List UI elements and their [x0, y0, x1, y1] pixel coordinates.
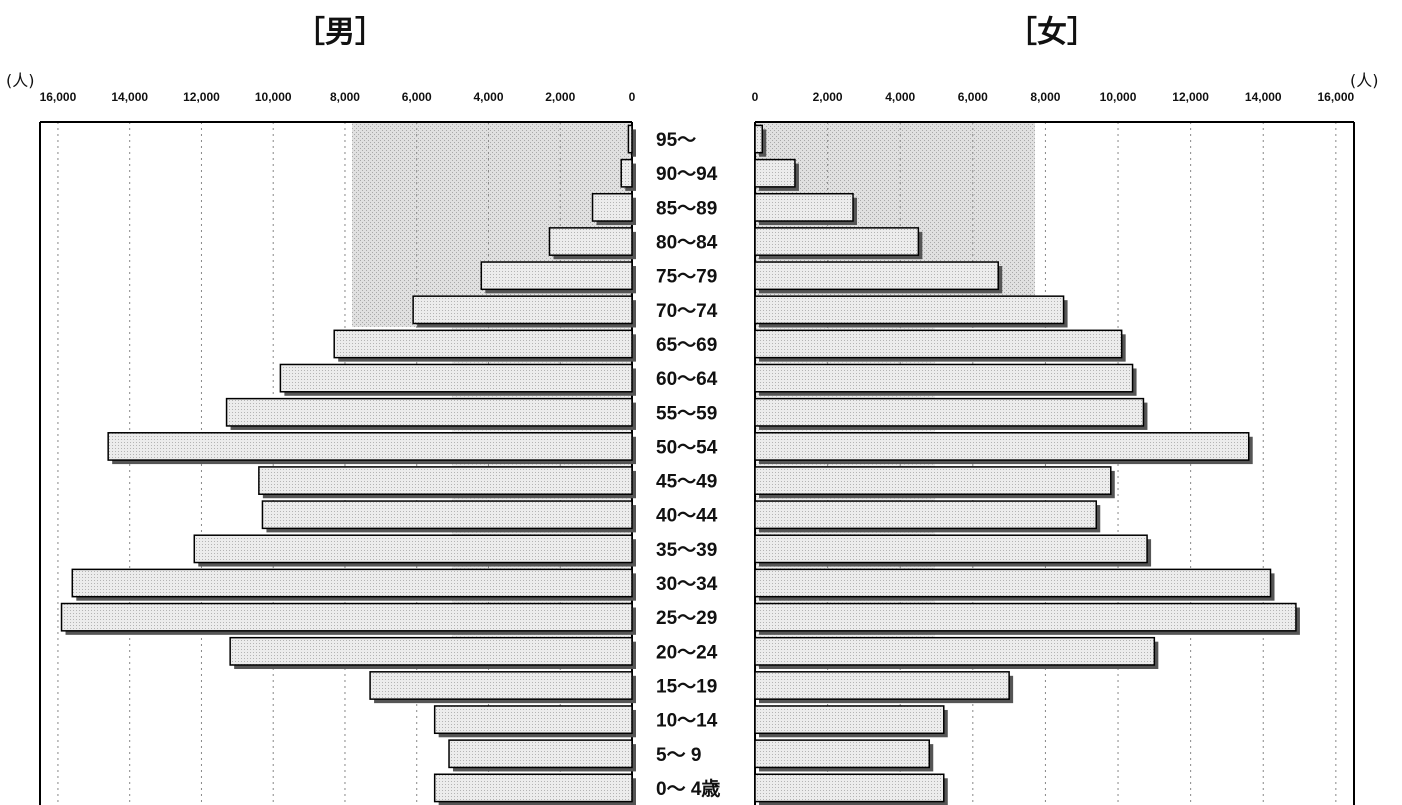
male-x-tick-label: 0 [629, 90, 636, 104]
female-bar [754, 227, 920, 256]
female-bar [754, 739, 931, 769]
male-panel: 0 2,000 4,000 6,000 8,000 10,000 12,000 14,000 1… [39, 90, 637, 805]
female-bar [754, 568, 1272, 598]
age-group-label: 80～84 [656, 233, 718, 254]
male-x-tick-label: 2,000 [545, 90, 575, 104]
male-bar [448, 739, 633, 769]
male-bar [412, 295, 633, 325]
age-group-labels: 95～ 90～94 85～89 80～84 75～79 70～74 65～69 60～64 55… [656, 130, 720, 800]
female-bar [754, 636, 1156, 666]
female-bar [754, 124, 764, 154]
female-x-tick-label: 12,000 [1172, 90, 1209, 104]
age-group-label: 15～19 [656, 676, 717, 697]
male-bar [591, 192, 633, 222]
age-group-label: 30～34 [656, 574, 718, 595]
female-bar [754, 397, 1145, 427]
male-bar [60, 602, 633, 632]
male-x-tick-label: 14,000 [111, 90, 148, 104]
male-bar [369, 671, 633, 700]
age-group-label: 10～14 [656, 711, 718, 732]
female-bar [754, 466, 1112, 495]
male-bar [193, 534, 633, 564]
male-x-tick-label: 10,000 [255, 90, 292, 104]
age-group-label: 40～44 [656, 506, 718, 527]
male-bar [229, 636, 633, 666]
male-x-tick-label: 6,000 [402, 90, 432, 104]
age-group-label: 25～29 [656, 608, 717, 629]
age-group-label: 75～79 [656, 267, 717, 288]
male-bar [433, 773, 633, 803]
male-bar [620, 158, 633, 188]
female-bar [754, 432, 1250, 461]
female-bar [754, 192, 854, 222]
female-bar [754, 773, 945, 803]
male-bar [279, 363, 633, 393]
male-unit-label: (人) [6, 71, 35, 90]
female-x-tick-label: 6,000 [958, 90, 988, 104]
male-bar [71, 568, 633, 598]
age-group-label: 45～49 [656, 472, 717, 493]
age-group-label: 60～64 [656, 369, 718, 390]
male-bar-shadow [632, 129, 636, 157]
age-group-label: 50～54 [656, 437, 718, 458]
male-x-tick-label: 12,000 [183, 90, 220, 104]
age-group-label: 35～39 [656, 540, 717, 561]
male-bar [548, 227, 633, 256]
female-bar [754, 671, 1010, 700]
female-bar [754, 500, 1097, 530]
female-x-tick-label: 14,000 [1245, 90, 1282, 104]
female-bar [754, 329, 1123, 359]
female-x-tick-label: 10,000 [1100, 90, 1137, 104]
male-bar [333, 329, 633, 359]
male-bar [258, 466, 633, 495]
age-group-label: 70～74 [656, 301, 718, 322]
female-bar [754, 261, 999, 291]
female-x-tick-label: 16,000 [1317, 90, 1354, 104]
female-bar [754, 602, 1297, 632]
age-group-label: 85～89 [656, 198, 717, 219]
female-bar [754, 705, 945, 735]
age-group-label: 20～24 [656, 642, 718, 663]
female-x-tick-label: 2,000 [813, 90, 843, 104]
male-bar [107, 432, 633, 461]
age-group-label: 0～ 4歳 [656, 778, 720, 800]
female-bar [754, 363, 1134, 393]
age-group-label: 90～94 [656, 164, 718, 185]
female-bar [754, 295, 1065, 325]
male-bar [627, 124, 633, 154]
female-x-tick-label: 8,000 [1030, 90, 1060, 104]
male-bar [225, 397, 633, 427]
age-group-label: 65～69 [656, 335, 717, 356]
age-group-label: 5～ 9 [656, 745, 701, 766]
male-bar [433, 705, 633, 735]
age-group-label: 55～59 [656, 403, 717, 424]
male-bar [261, 500, 633, 530]
male-x-tick-label: 8,000 [330, 90, 360, 104]
female-x-tick-label: 4,000 [885, 90, 915, 104]
female-unit-label: (人) [1350, 71, 1379, 90]
female-x-tick-label: 0 [752, 90, 759, 104]
male-x-tick-label: 16,000 [40, 90, 77, 104]
age-group-label: 95～ [656, 130, 696, 151]
male-x-tick-label: 4,000 [473, 90, 503, 104]
female-title: ［女］ [1007, 15, 1097, 50]
male-bar [480, 261, 633, 291]
male-title: ［男］ [295, 15, 385, 50]
female-bar [754, 158, 796, 188]
female-bar [754, 534, 1148, 564]
female-panel: 0 2,000 4,000 6,000 8,000 10,000 12,000 14,000 1… [752, 90, 1355, 805]
